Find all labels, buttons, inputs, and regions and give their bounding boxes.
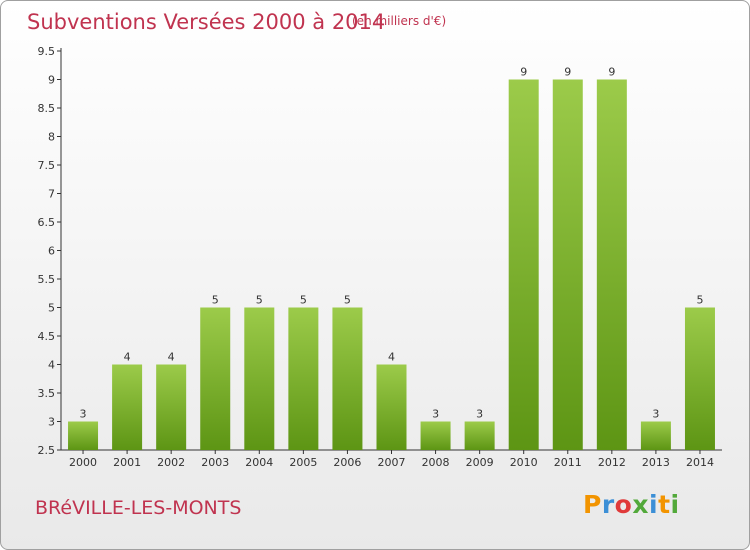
bar [112, 364, 143, 450]
x-tick-label: 2011 [554, 456, 582, 469]
bar-value-label: 9 [564, 66, 571, 79]
y-tick-label: 9.5 [38, 45, 56, 58]
bar [420, 421, 451, 450]
bar [244, 307, 275, 450]
y-tick-label: 8 [48, 131, 55, 144]
bar-value-label: 3 [476, 408, 483, 421]
bar [640, 421, 671, 450]
bar-value-label: 9 [608, 66, 615, 79]
bar [200, 307, 231, 450]
y-tick-label: 4.5 [38, 330, 56, 343]
x-tick-label: 2012 [598, 456, 626, 469]
bar [156, 364, 187, 450]
x-tick-label: 2014 [686, 456, 714, 469]
bar-value-label: 3 [80, 408, 87, 421]
logo-letter: P [583, 490, 602, 519]
x-tick-label: 2013 [642, 456, 670, 469]
y-tick-label: 4 [48, 359, 55, 372]
x-tick-label: 2005 [289, 456, 317, 469]
bar-value-label: 5 [212, 294, 219, 307]
x-tick-label: 2003 [201, 456, 229, 469]
bar [464, 421, 495, 450]
bar [376, 364, 407, 450]
bar [552, 79, 583, 450]
y-tick-label: 3 [48, 416, 55, 429]
bar-value-label: 5 [300, 294, 307, 307]
x-tick-label: 2008 [422, 456, 450, 469]
bar-value-label: 4 [124, 351, 131, 364]
x-tick-label: 2010 [510, 456, 538, 469]
y-tick-label: 6 [48, 245, 55, 258]
x-tick-label: 2009 [466, 456, 494, 469]
bar [332, 307, 363, 450]
bar-value-label: 5 [256, 294, 263, 307]
bar-value-label: 5 [696, 294, 703, 307]
logo-letter: i [670, 490, 680, 519]
x-tick-label: 2007 [378, 456, 406, 469]
y-tick-label: 3.5 [38, 387, 56, 400]
x-tick-label: 2000 [69, 456, 97, 469]
y-tick-label: 7.5 [38, 159, 56, 172]
logo-letter: r [601, 490, 615, 519]
logo-letter: i [649, 490, 659, 519]
chart-subtitle: (en milliers d'€) [352, 14, 447, 28]
x-tick-label: 2002 [157, 456, 185, 469]
x-tick-label: 2001 [113, 456, 141, 469]
bar-value-label: 4 [168, 351, 175, 364]
logo-letter: t [658, 490, 671, 519]
bar-value-label: 4 [388, 351, 395, 364]
logo-letter: x [632, 490, 649, 519]
x-tick-label: 2004 [245, 456, 273, 469]
bar [596, 79, 627, 450]
chart-title: Subventions Versées 2000 à 2014 [27, 10, 386, 34]
y-tick-label: 7 [48, 188, 55, 201]
y-tick-label: 9 [48, 74, 55, 87]
bar-value-label: 9 [520, 66, 527, 79]
bar [288, 307, 319, 450]
bar [508, 79, 539, 450]
y-tick-label: 8.5 [38, 102, 56, 115]
bar-value-label: 3 [432, 408, 439, 421]
bar [684, 307, 715, 450]
y-tick-label: 6.5 [38, 216, 56, 229]
commune-name: BRéVILLE-LES-MONTS [35, 497, 242, 519]
x-tick-label: 2006 [333, 456, 361, 469]
logo-letter: o [614, 490, 633, 519]
y-tick-label: 2.5 [38, 444, 56, 457]
bar-value-label: 5 [344, 294, 351, 307]
bar [68, 421, 99, 450]
y-tick-label: 5.5 [38, 273, 56, 286]
y-tick-label: 5 [48, 302, 55, 315]
bar-value-label: 3 [652, 408, 659, 421]
proxiti-logo: Proxiti [583, 490, 680, 519]
